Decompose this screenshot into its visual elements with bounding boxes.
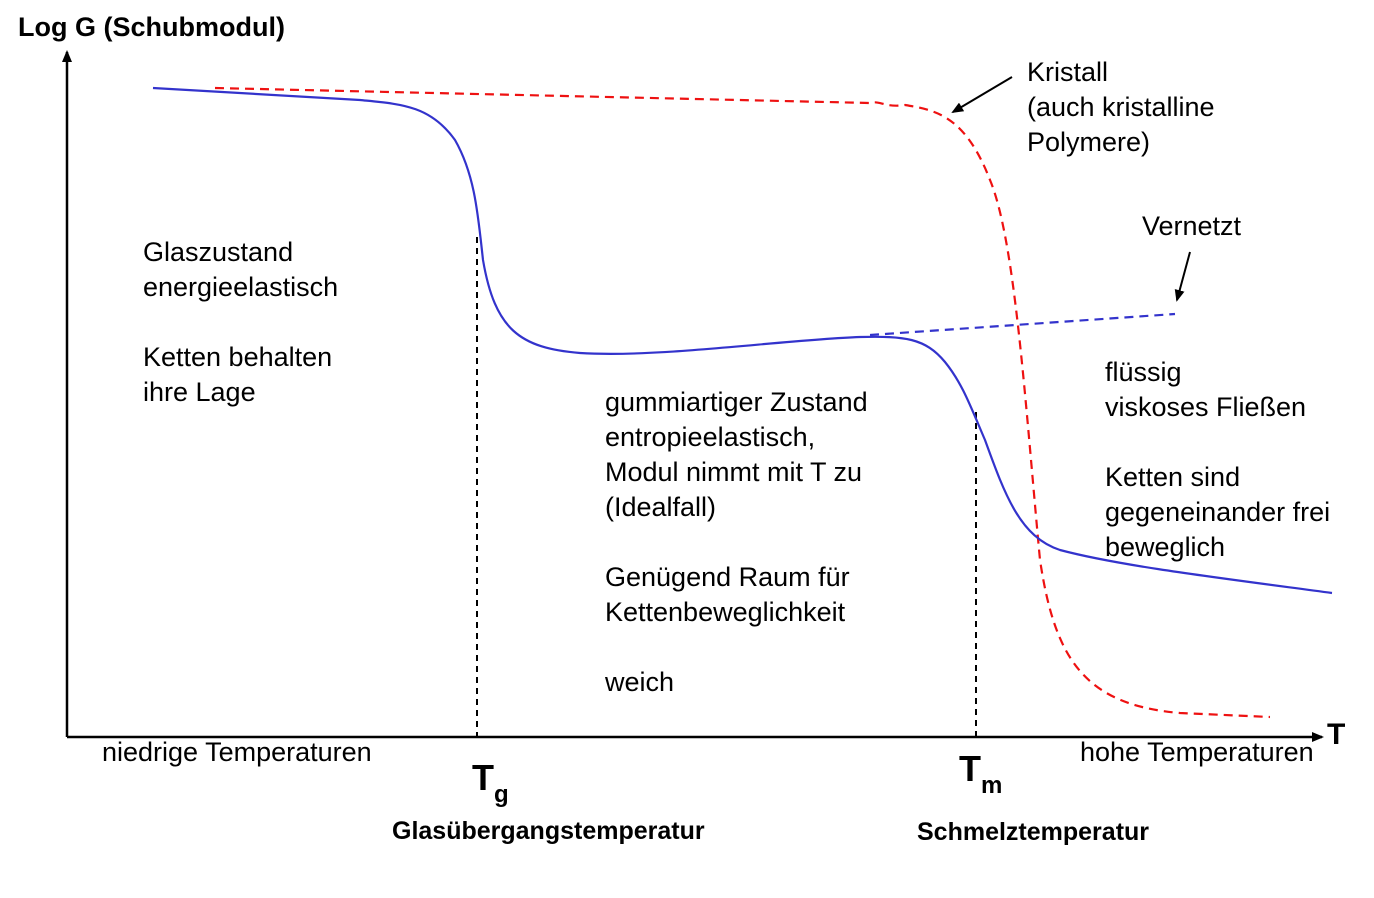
rubber-line-7: weich — [605, 667, 675, 697]
liquid-line-2: viskoses Fließen — [1105, 392, 1307, 422]
rubber-line-3: Modul nimmt mit T zu — [605, 457, 863, 487]
rubber-line-4: (Idealfall) — [605, 492, 717, 522]
rubber-line-5: Genügend Raum für — [605, 562, 850, 592]
amorphous-curve — [152, 86, 1333, 595]
crystal-curve — [214, 86, 1271, 719]
liquid-region-text: flüssig viskoses Fließen Ketten sind geg… — [1105, 355, 1330, 565]
x-right-label: hohe Temperaturen — [1080, 737, 1314, 767]
y-axis-label: Log G (Schubmodul) — [18, 12, 285, 42]
crosslinked-extension — [869, 312, 1176, 337]
liquid-line-4: gegeneinander frei — [1105, 497, 1331, 527]
glass-region-text: Glaszustand energieelastisch Ketten beha… — [143, 235, 338, 410]
kristall-line-3: Polymere) — [1027, 127, 1151, 157]
tg-symbol-sub: g — [494, 781, 509, 808]
glass-line-1: Glaszustand — [143, 237, 294, 267]
kristall-annotation: Kristall (auch kristalline Polymere) — [1027, 55, 1215, 160]
tg-symbol: Tg — [472, 757, 509, 808]
kristall-line-1: Kristall — [1027, 57, 1109, 87]
kristall-line-2: (auch kristalline — [1027, 92, 1215, 122]
liquid-line-5: beweglich — [1105, 532, 1226, 562]
x-left-label: niedrige Temperaturen — [102, 737, 372, 767]
rubber-line-2: entropieelastisch, — [605, 422, 816, 452]
glass-line-4: ihre Lage — [143, 377, 256, 407]
liquid-line-3: Ketten sind — [1105, 462, 1241, 492]
kristall-arrow — [951, 76, 1013, 114]
rubber-region-text: gummiartiger Zustand entropieelastisch, … — [605, 385, 868, 700]
tm-symbol-sub: m — [981, 772, 1003, 799]
tg-name: Glasübergangstemperatur — [392, 817, 705, 845]
vernetzt-annotation: Vernetzt — [1142, 211, 1242, 241]
tg-symbol-main: T — [472, 757, 494, 798]
tm-symbol: Tm — [959, 748, 1002, 799]
glass-line-2: energieelastisch — [143, 272, 339, 302]
tm-name: Schmelztemperatur — [917, 818, 1150, 846]
rubber-line-1: gummiartiger Zustand — [605, 387, 868, 417]
liquid-line-1: flüssig — [1105, 357, 1182, 387]
vernetzt-arrow — [1174, 251, 1191, 302]
rubber-line-6: Kettenbeweglichkeit — [605, 597, 846, 627]
tm-symbol-main: T — [959, 748, 981, 789]
x-axis-label: T — [1327, 718, 1346, 751]
glass-line-3: Ketten behalten — [143, 342, 333, 372]
